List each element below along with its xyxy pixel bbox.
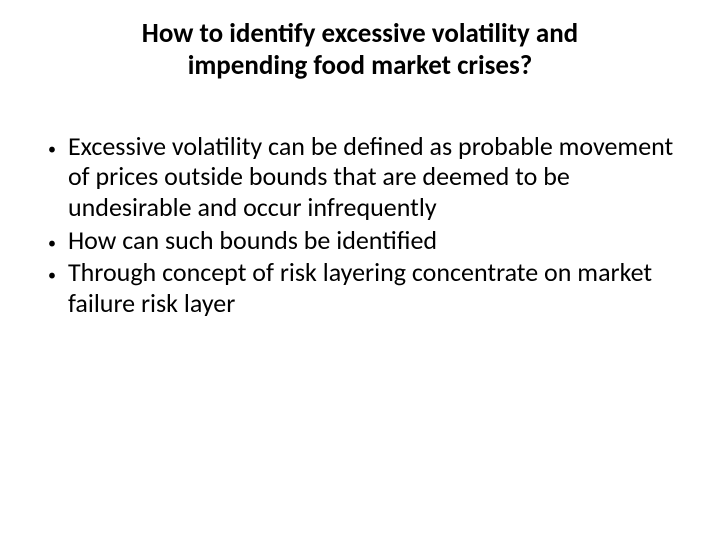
bullet-list: • Excessive volatility can be defined as…	[40, 131, 680, 319]
bullet-text: Excessive volatility can be defined as p…	[68, 131, 680, 223]
bullet-text: How can such bounds be identified	[68, 225, 680, 256]
list-item: • How can such bounds be identified	[48, 225, 680, 256]
bullet-text: Through concept of risk layering concent…	[68, 257, 680, 318]
slide: How to identify excessive volatility and…	[0, 0, 720, 540]
bullet-icon: •	[48, 141, 56, 160]
bullet-icon: •	[48, 235, 56, 254]
list-item: • Through concept of risk layering conce…	[48, 257, 680, 318]
bullet-icon: •	[48, 267, 56, 286]
list-item: • Excessive volatility can be defined as…	[48, 131, 680, 223]
slide-title: How to identify excessive volatility and…	[40, 18, 680, 83]
